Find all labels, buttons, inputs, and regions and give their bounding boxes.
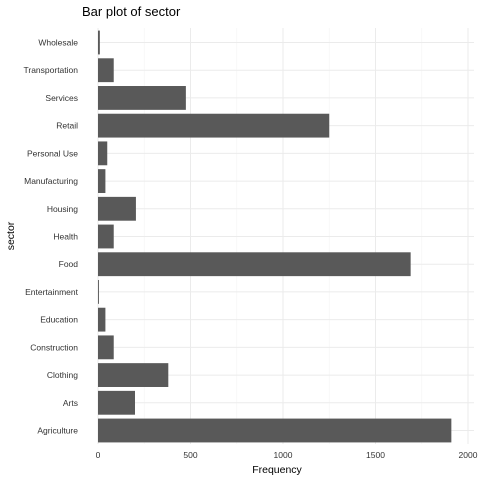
bar-entertainment xyxy=(98,280,99,304)
y-tick-label: Housing xyxy=(47,204,78,214)
y-tick-label: Construction xyxy=(30,342,78,352)
y-tick-label: Agriculture xyxy=(37,426,78,436)
y-tick-label: Transportation xyxy=(24,65,79,75)
y-tick-label: Retail xyxy=(56,121,78,131)
bar-agriculture xyxy=(98,418,452,443)
y-axis-title: sector xyxy=(5,221,17,250)
y-tick-label: Health xyxy=(53,232,78,242)
bars xyxy=(98,30,452,443)
bar-food xyxy=(98,252,411,277)
bar-education xyxy=(98,307,106,332)
x-tick-label: 1000 xyxy=(274,450,293,460)
bar-transportation xyxy=(98,58,114,83)
x-axis-tick-labels: 0 500 1000 1500 2000 xyxy=(96,450,478,460)
x-tick-label: 500 xyxy=(183,450,197,460)
y-tick-label: Personal Use xyxy=(27,148,78,158)
bar-construction xyxy=(98,335,114,360)
y-tick-label: Services xyxy=(45,93,78,103)
y-tick-label: Clothing xyxy=(47,370,78,380)
bar-arts xyxy=(98,390,135,415)
x-tick-label: 1500 xyxy=(366,450,385,460)
bar-clothing xyxy=(98,363,169,387)
y-tick-label: Wholesale xyxy=(38,38,78,48)
y-tick-label: Food xyxy=(59,259,79,269)
bar-health xyxy=(98,224,114,249)
bar-retail xyxy=(98,113,330,138)
x-axis-title: Frequency xyxy=(252,464,302,476)
y-tick-label: Education xyxy=(40,315,78,325)
x-tick-label: 2000 xyxy=(459,450,478,460)
y-tick-label: Arts xyxy=(63,398,78,408)
y-tick-label: Manufacturing xyxy=(24,176,78,186)
y-tick-label: Entertainment xyxy=(25,287,79,297)
bar-wholesale xyxy=(98,30,100,55)
bar-personal-use xyxy=(98,141,108,166)
x-tick-label: 0 xyxy=(96,450,101,460)
chart-title: Bar plot of sector xyxy=(82,4,181,19)
bar-manufacturing xyxy=(98,169,106,193)
bar-housing xyxy=(98,196,136,221)
y-axis-tick-labels: Agriculture Arts Clothing Construction Educa… xyxy=(24,38,79,436)
bar-services xyxy=(98,86,186,110)
